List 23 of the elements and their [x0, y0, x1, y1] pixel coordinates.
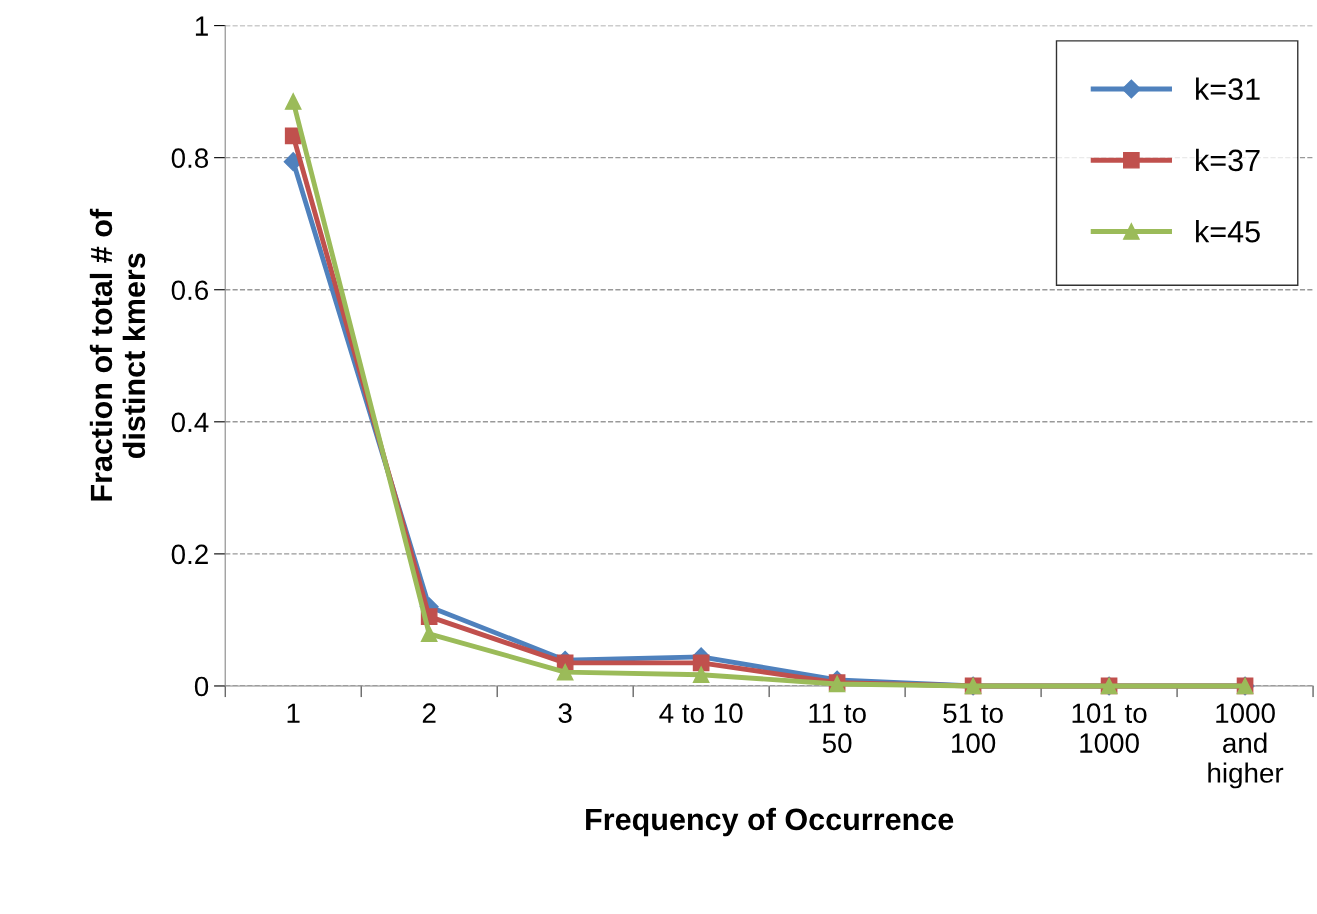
point: [556, 663, 574, 681]
point: [284, 93, 302, 110]
y-tick-label: 0.8: [171, 148, 209, 168]
y-axis-title: Fraction of total # of distinct kmers: [89, 208, 146, 501]
y-tick-label: 1: [195, 16, 208, 36]
y-tick-label: 0.2: [171, 544, 208, 565]
x-tick-label: 1000 and higher: [1208, 703, 1284, 789]
x-tick-label: 1: [287, 703, 300, 723]
x-tick-label: 51 to 100: [943, 703, 1003, 753]
x-tick-label: 101 to 1000: [1072, 703, 1147, 753]
y-tick-label: 0: [194, 676, 209, 697]
x-tick-label: 2: [422, 703, 436, 723]
x-tick-label: 11 to 50: [809, 703, 866, 753]
legend-label: k=45: [1196, 220, 1260, 243]
point: [420, 625, 438, 643]
legend-label: k=37: [1196, 148, 1260, 172]
y-tick-label: 0.4: [171, 412, 209, 433]
x-axis-title: Frequency of Occurrence: [586, 807, 954, 837]
y-tick-label: 0.6: [171, 280, 209, 301]
x-tick-label: 4 to 10: [659, 703, 743, 724]
legend-label: k=31: [1196, 77, 1260, 100]
x-tick-label: 3: [558, 703, 572, 724]
point: [692, 666, 710, 684]
